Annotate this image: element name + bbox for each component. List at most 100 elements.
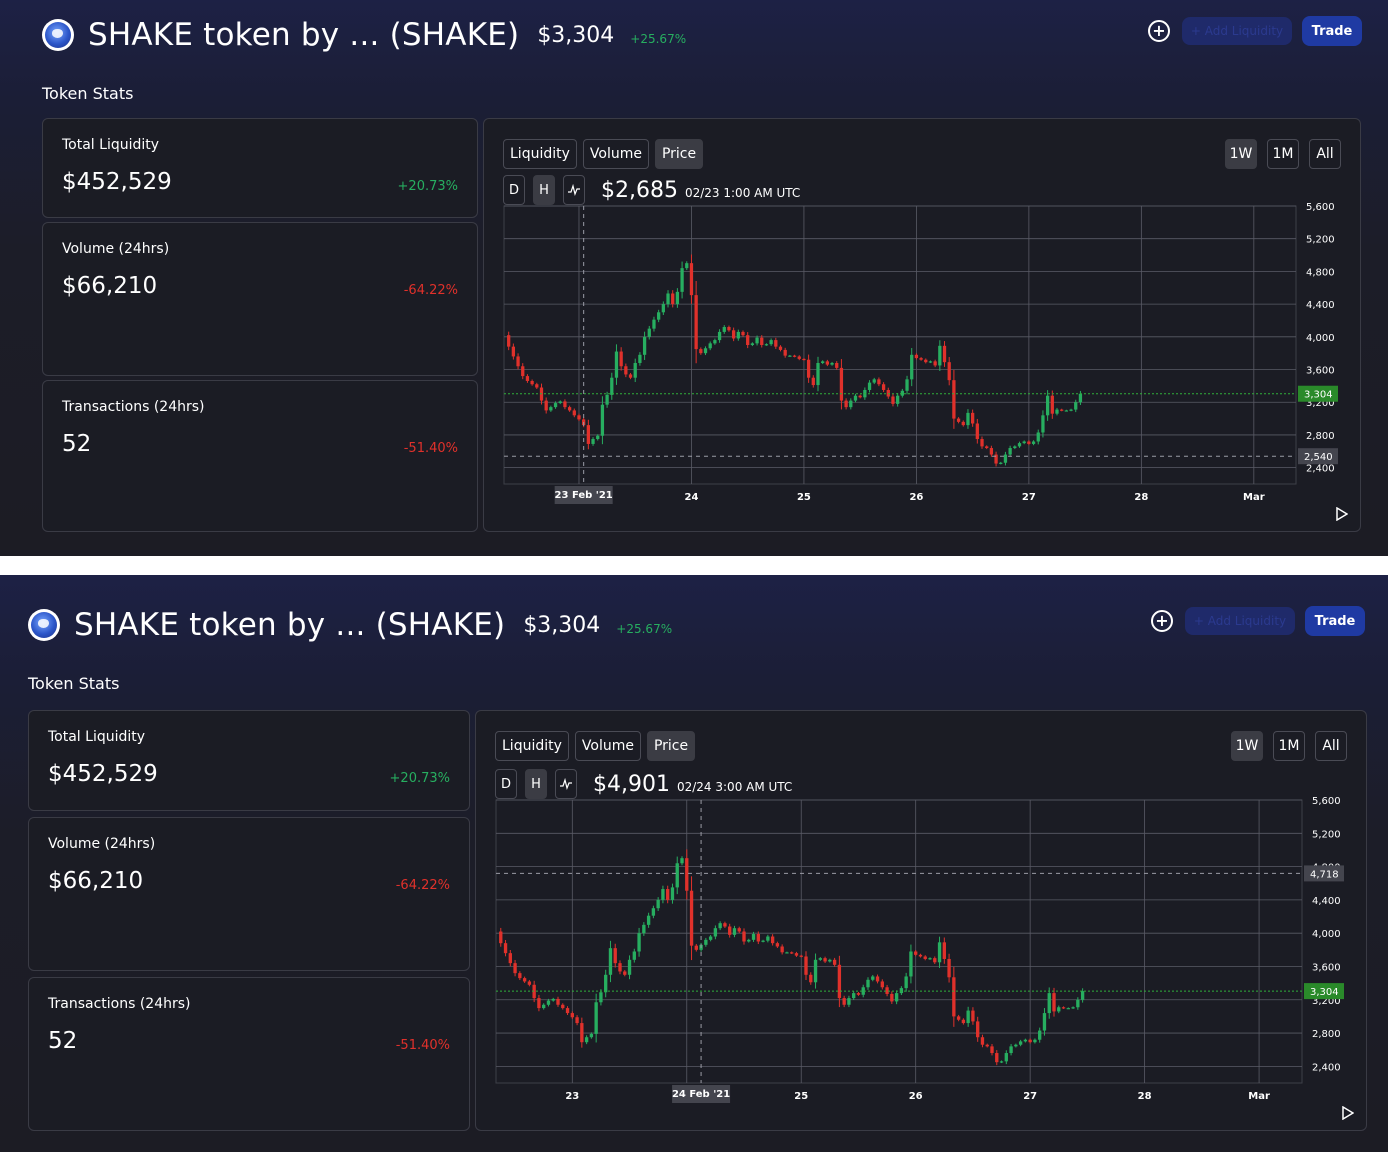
range-all-button[interactable]: All bbox=[1315, 731, 1347, 761]
stat-change: -64.22% bbox=[403, 283, 458, 298]
x-tick-label: 23 bbox=[565, 1091, 579, 1102]
candle bbox=[732, 928, 737, 935]
candle bbox=[952, 380, 956, 419]
candle bbox=[596, 435, 600, 440]
candlestick-chart[interactable]: 2,4002,8003,2003,6004,0004,4004,8005,200… bbox=[495, 796, 1346, 1105]
candle bbox=[727, 327, 731, 331]
range-1w-button[interactable]: 1W bbox=[1225, 139, 1257, 169]
candle bbox=[994, 454, 998, 464]
play-icon[interactable] bbox=[1340, 1106, 1354, 1120]
tab-price[interactable]: Price bbox=[646, 731, 696, 761]
candle bbox=[610, 377, 614, 395]
total-liquidity-card: Total Liquidity $452,529 +20.73% bbox=[28, 710, 470, 811]
candle bbox=[783, 349, 787, 356]
candle bbox=[792, 355, 797, 357]
candle bbox=[699, 349, 703, 354]
candle bbox=[872, 379, 876, 383]
candle bbox=[1061, 1007, 1066, 1009]
chart-toolbar: D H $4,901 02/24 3:00 AM UTC bbox=[495, 769, 792, 799]
candle bbox=[938, 345, 942, 366]
candle bbox=[632, 951, 636, 960]
interval-d-button[interactable]: D bbox=[495, 769, 517, 799]
stat-value: $452,529 bbox=[62, 169, 172, 195]
candle bbox=[989, 448, 994, 455]
candle bbox=[880, 981, 884, 988]
tab-liquidity[interactable]: Liquidity bbox=[495, 731, 569, 761]
candle bbox=[928, 958, 932, 960]
add-liquidity-button[interactable]: + Add Liquidity bbox=[1185, 607, 1295, 635]
candle bbox=[1066, 1008, 1070, 1010]
candle bbox=[713, 928, 718, 937]
candle bbox=[961, 1019, 966, 1024]
candle bbox=[728, 926, 732, 935]
candle bbox=[586, 425, 590, 444]
candle bbox=[761, 940, 765, 942]
interval-d-button[interactable]: D bbox=[503, 175, 525, 205]
token-price-change: +25.67% bbox=[616, 622, 673, 636]
candle bbox=[905, 379, 909, 391]
range-1m-button[interactable]: 1M bbox=[1273, 731, 1305, 761]
plus-circle-icon[interactable]: + bbox=[1148, 20, 1170, 42]
line-chart-icon[interactable] bbox=[563, 175, 585, 205]
candle bbox=[563, 401, 567, 408]
candlestick-chart[interactable]: 2,4002,8003,2003,6004,0004,4004,8005,200… bbox=[503, 202, 1340, 506]
plot-area bbox=[495, 799, 1303, 1084]
candle bbox=[1014, 1044, 1018, 1047]
candle bbox=[657, 312, 661, 320]
range-selector: 1W 1M All bbox=[1231, 731, 1347, 761]
candle bbox=[618, 963, 622, 972]
trade-button[interactable]: Trade bbox=[1302, 16, 1362, 46]
candle bbox=[561, 1004, 565, 1009]
candle bbox=[570, 1013, 574, 1018]
candle bbox=[961, 421, 965, 426]
candle bbox=[811, 377, 815, 386]
stat-label: Transactions (24hrs) bbox=[62, 399, 205, 415]
tab-volume[interactable]: Volume bbox=[582, 139, 649, 169]
candle bbox=[839, 367, 844, 401]
candle bbox=[1008, 448, 1012, 455]
shake-logo-icon bbox=[42, 19, 74, 51]
range-all-button[interactable]: All bbox=[1309, 139, 1341, 169]
stat-change: -64.22% bbox=[395, 878, 450, 893]
interval-h-button[interactable]: H bbox=[525, 769, 547, 799]
candle bbox=[746, 335, 750, 345]
candle bbox=[999, 1061, 1004, 1063]
candle bbox=[806, 359, 811, 378]
candle bbox=[849, 400, 853, 408]
candle bbox=[723, 923, 727, 927]
tab-liquidity[interactable]: Liquidity bbox=[503, 139, 577, 169]
candle bbox=[797, 356, 801, 359]
candle bbox=[816, 362, 820, 386]
candle bbox=[890, 993, 894, 1002]
token-header: SHAKE token by ... (SHAKE) $3,304 +25.67… bbox=[42, 16, 686, 54]
candle bbox=[970, 412, 975, 424]
range-1w-button[interactable]: 1W bbox=[1231, 731, 1263, 761]
candle bbox=[572, 410, 576, 416]
candle bbox=[747, 939, 751, 942]
trade-button[interactable]: Trade bbox=[1305, 606, 1365, 636]
candle bbox=[891, 396, 895, 404]
candle bbox=[580, 1023, 584, 1043]
crosshair-date-label: 24 Feb '21 bbox=[672, 1089, 730, 1100]
line-chart-icon[interactable] bbox=[555, 769, 577, 799]
tab-price[interactable]: Price bbox=[654, 139, 704, 169]
candle bbox=[867, 382, 872, 390]
token-price: $3,304 bbox=[537, 22, 615, 48]
interval-h-button[interactable]: H bbox=[533, 175, 555, 205]
candle bbox=[511, 346, 516, 357]
candle bbox=[928, 361, 933, 363]
plus-circle-icon[interactable]: + bbox=[1151, 610, 1173, 632]
add-liquidity-button[interactable]: + Add Liquidity bbox=[1182, 17, 1292, 45]
y-tick-label: 3,200 bbox=[1306, 398, 1335, 409]
play-icon[interactable] bbox=[1334, 507, 1348, 521]
tab-volume[interactable]: Volume bbox=[574, 731, 641, 761]
stat-label: Total Liquidity bbox=[62, 137, 160, 153]
candle bbox=[980, 1037, 985, 1045]
candle bbox=[871, 976, 875, 980]
candle bbox=[760, 337, 764, 345]
x-tick-label: 25 bbox=[797, 492, 811, 503]
y-tick-label: 5,200 bbox=[1306, 235, 1335, 246]
candle bbox=[881, 384, 886, 390]
range-1m-button[interactable]: 1M bbox=[1267, 139, 1299, 169]
candle bbox=[835, 362, 839, 368]
